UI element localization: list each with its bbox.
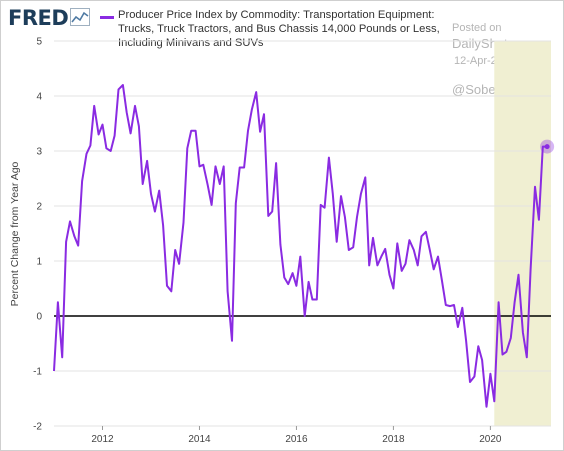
y-tick-label: -2 bbox=[33, 422, 42, 433]
y-tick-label: 0 bbox=[36, 312, 42, 323]
y-tick-label: 3 bbox=[36, 147, 42, 158]
x-tick-label: 2018 bbox=[382, 434, 405, 445]
x-tick-label: 2012 bbox=[91, 434, 114, 445]
last-point-marker[interactable] bbox=[544, 144, 550, 150]
credit-posted: Posted on bbox=[452, 22, 502, 34]
x-tick-label: 2020 bbox=[479, 434, 502, 445]
y-tick-label: -1 bbox=[33, 367, 42, 378]
line-chart-icon bbox=[70, 8, 90, 26]
y-axis-label: Percent Change from Year Ago bbox=[9, 161, 21, 306]
legend-swatch bbox=[100, 16, 114, 19]
series-line bbox=[53, 84, 548, 408]
y-tick-label: 4 bbox=[36, 92, 42, 103]
y-tick-label: 5 bbox=[36, 37, 42, 48]
y-tick-label: 2 bbox=[36, 202, 42, 213]
legend-label: Producer Price Index by Commodity: Trans… bbox=[118, 9, 440, 49]
fred-logo[interactable]: FRED bbox=[8, 6, 69, 30]
x-tick-label: 2014 bbox=[188, 434, 211, 445]
x-tick-label: 2016 bbox=[285, 434, 308, 445]
recession-shade bbox=[494, 41, 551, 426]
y-tick-label: 1 bbox=[36, 257, 42, 268]
